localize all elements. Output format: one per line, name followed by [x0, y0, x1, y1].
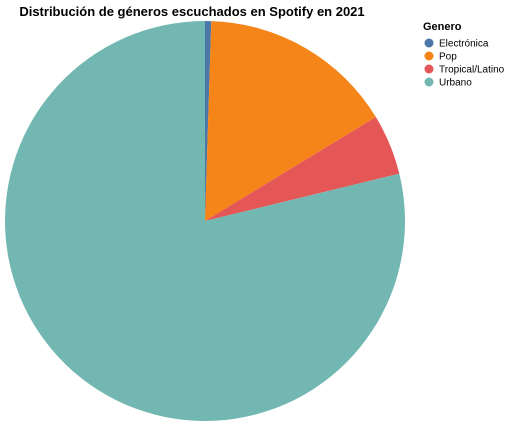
legend-item: Electrónica	[424, 38, 489, 50]
legend-title: Genero	[423, 21, 462, 33]
pie-slices	[4, 21, 406, 421]
pie-slice-pop[interactable]	[205, 21, 376, 221]
legend-item: Tropical/Latino	[424, 64, 505, 76]
legend-swatch	[424, 38, 434, 48]
legend-items: Electrónica Pop Tropical/Latino Urbano	[424, 38, 505, 89]
legend-label: Urbano	[439, 78, 472, 89]
pie-slice-urbano[interactable]	[4, 21, 406, 421]
legend-label: Electrónica	[439, 39, 489, 50]
legend-swatch	[424, 64, 434, 74]
legend-swatch	[424, 51, 434, 61]
legend-label: Tropical/Latino	[439, 65, 505, 76]
legend-item: Pop	[424, 51, 457, 63]
pie-slice-electr-nica[interactable]	[205, 21, 212, 221]
pie-slice-tropical-latino[interactable]	[205, 117, 400, 221]
legend-item: Urbano	[424, 77, 472, 89]
legend: Genero Electrónica Pop Tropical/Latino Urba…	[423, 21, 505, 89]
legend-swatch	[424, 77, 434, 87]
legend-label: Pop	[439, 52, 457, 63]
chart-title: Distribución de géneros escuchados en Sp…	[19, 4, 364, 19]
